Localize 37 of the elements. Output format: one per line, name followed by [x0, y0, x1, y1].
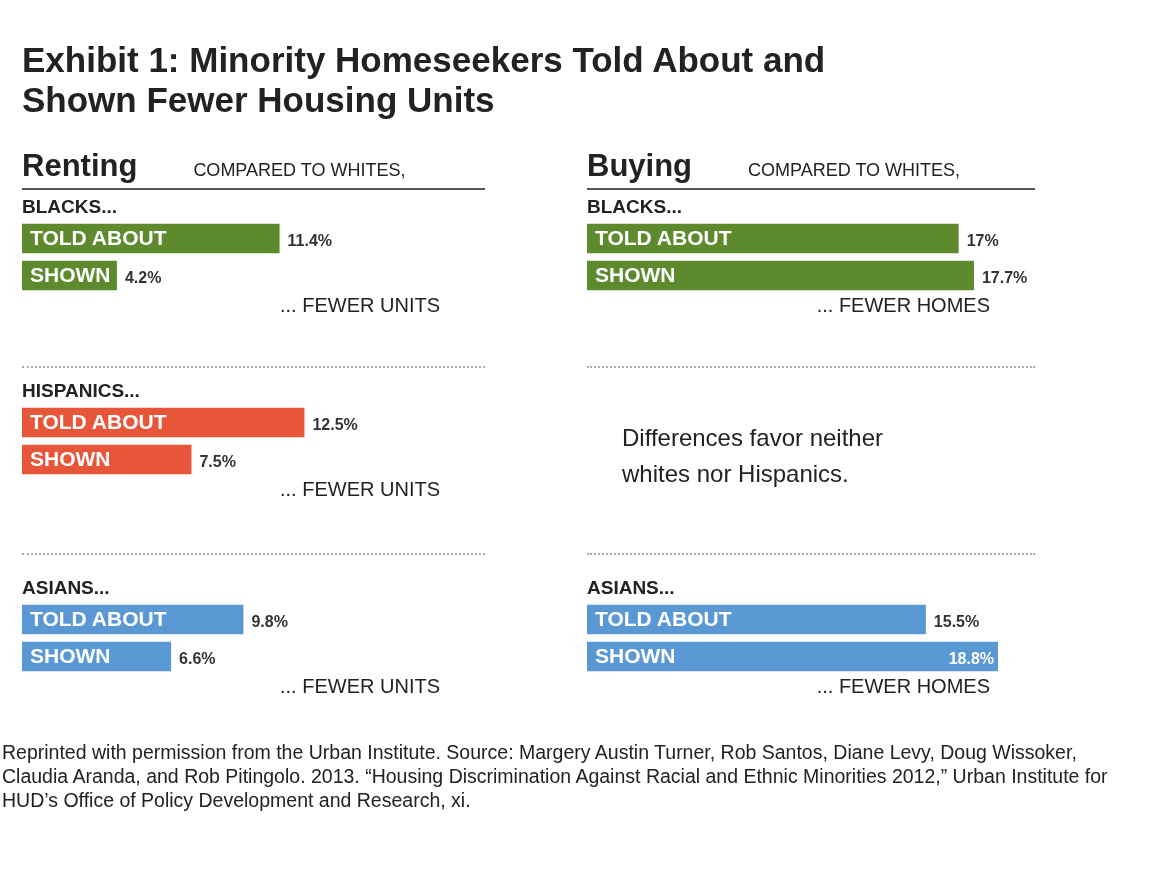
x-axis-title: ... FEWER UNITS [279, 478, 441, 501]
y-tick-label: SHOWN [595, 644, 676, 668]
data-label: 18.8% [948, 649, 995, 667]
x-axis-title: ... FEWER HOMES [815, 294, 991, 317]
y-tick-label: TOLD ABOUT [30, 410, 167, 434]
chart-title: Buying [587, 148, 693, 184]
y-axis-title: HISPANICS... [22, 380, 141, 402]
chart-title: Renting [22, 148, 138, 184]
text: Differences favor neither whites nor Hispanics. [622, 423, 885, 489]
chart-subtitle: COMPARED TO WHITES, [748, 160, 961, 181]
data-label: 9.8% [251, 612, 288, 630]
x-axis-title: ... FEWER UNITS [279, 675, 441, 698]
y-tick-label: SHOWN [595, 263, 676, 287]
data-label: 4.2% [124, 268, 162, 286]
x-axis-title: ... FEWER UNITS [279, 294, 441, 317]
data-label: 15.5% [933, 612, 980, 630]
text: Exhibit 1: Minority Homeseekers Told About and Shown Fewer Housing Units [22, 40, 827, 120]
y-tick-label: SHOWN [30, 644, 111, 668]
data-label: 12.5% [312, 415, 358, 433]
data-label: 7.5% [199, 452, 236, 470]
y-axis-title: BLACKS... [22, 196, 118, 218]
y-tick-label: TOLD ABOUT [30, 607, 167, 631]
y-tick-label: TOLD ABOUT [595, 226, 732, 250]
y-axis-title: ASIANS... [22, 577, 111, 599]
data-label: 11.4% [287, 231, 333, 249]
x-axis-title: ... FEWER HOMES [815, 675, 991, 698]
chart-subtitle: COMPARED TO WHITES, [193, 160, 406, 181]
y-axis-title: ASIANS... [587, 577, 676, 599]
text: Reprinted with permission from the Urban Institute. Source: Margery Austin Turner, Rob Santos, Diane Levy, Doug Wissoker, Claudia Aranda, and Rob Pitingolo. 2013. “Housing Discrimination Against Racial and Ethnic Minorities 2012,” Urban Institute for HUD’s Office of Policy Development and Research, xi. [2, 740, 1109, 812]
y-tick-label: SHOWN [30, 263, 111, 287]
data-label: 17% [966, 231, 999, 249]
y-tick-label: SHOWN [30, 447, 111, 471]
data-label: 6.6% [179, 649, 216, 667]
y-tick-label: TOLD ABOUT [30, 226, 167, 250]
y-tick-label: TOLD ABOUT [595, 607, 732, 631]
data-label: 17.7% [981, 268, 1028, 286]
y-axis-title: BLACKS... [587, 196, 683, 218]
